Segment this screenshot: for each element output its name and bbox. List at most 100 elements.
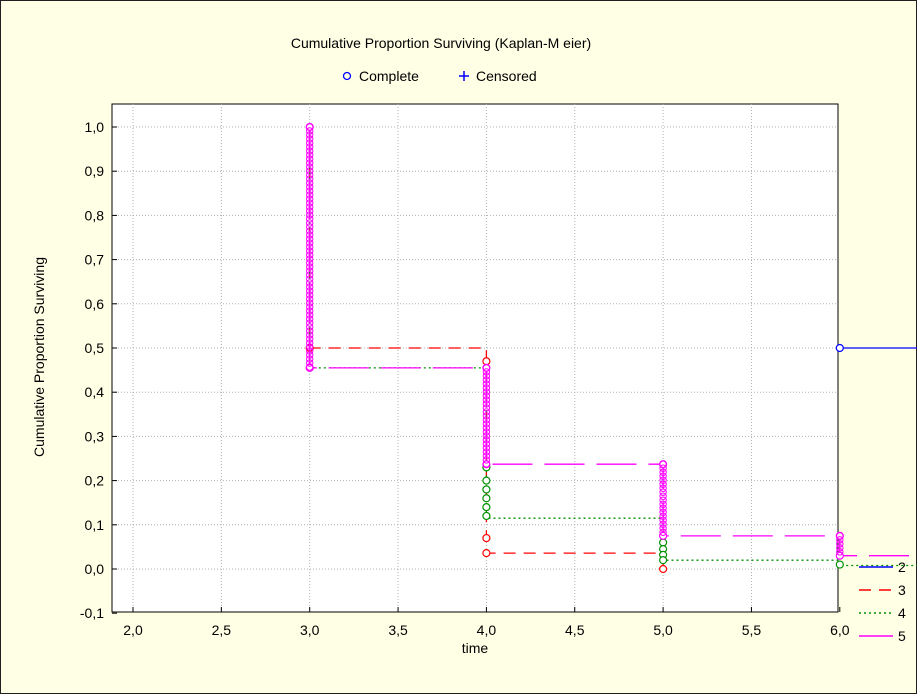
series-5-complete-marker xyxy=(306,295,314,303)
series-5-complete-marker xyxy=(482,428,491,436)
series-5-complete-marker xyxy=(835,551,844,560)
series-5-complete-marker xyxy=(306,235,314,243)
y-tick-label: 1,0 xyxy=(85,119,105,135)
series-5-complete-marker xyxy=(659,500,667,508)
series-5-legend-label: 5 xyxy=(898,628,906,644)
x-tick-label: 4,0 xyxy=(477,622,497,638)
series-5-complete-marker xyxy=(659,492,667,500)
series-5-complete-marker xyxy=(482,424,491,432)
series-5-complete-marker xyxy=(306,291,314,299)
series-5-complete-marker xyxy=(659,496,667,504)
series-5-complete-marker xyxy=(836,536,844,544)
series-5-complete-marker xyxy=(306,359,314,367)
series-4-complete-marker xyxy=(482,476,491,485)
x-tick-label: 6,0 xyxy=(830,622,850,638)
series-4-complete-marker xyxy=(482,494,491,503)
series-5-complete-marker xyxy=(306,327,314,335)
series-5-complete-marker xyxy=(306,179,314,187)
series-2-line xyxy=(839,347,917,349)
series-5-complete-marker xyxy=(306,239,314,247)
series-5-complete-marker xyxy=(306,223,314,231)
series-4-legend-label: 4 xyxy=(898,605,906,621)
series-5-complete-marker xyxy=(306,255,314,263)
complete-legend-label: Complete xyxy=(359,68,419,84)
x-tick-label: 4,5 xyxy=(565,622,585,638)
series-5-complete-marker xyxy=(306,275,314,283)
series-3-legend-label: 3 xyxy=(898,582,906,598)
series-4-complete-marker xyxy=(658,556,668,565)
series-5-complete-marker xyxy=(306,163,314,171)
series-5-complete-marker xyxy=(659,468,667,476)
series-5-complete-marker xyxy=(659,484,667,492)
series-5-complete-marker xyxy=(836,540,844,548)
series-5-complete-marker xyxy=(482,404,491,412)
series-5-complete-marker xyxy=(482,412,491,420)
y-tick-label: -0,1 xyxy=(80,605,104,621)
series-5 xyxy=(305,122,917,560)
series-5-complete-marker xyxy=(482,436,491,444)
y-tick-label: 0,8 xyxy=(85,207,105,223)
series-5-complete-marker xyxy=(659,528,667,536)
plot-area xyxy=(111,103,839,613)
x-tick-label: 2,5 xyxy=(212,622,232,638)
series-5-complete-marker xyxy=(306,167,314,175)
series-5-complete-marker xyxy=(306,183,314,191)
series-5-complete-marker xyxy=(482,444,491,452)
series-5-complete-marker xyxy=(482,432,491,440)
censored-legend-label: Censored xyxy=(476,68,537,84)
series-5-complete-marker xyxy=(836,532,844,540)
series-5-complete-marker xyxy=(306,155,314,163)
series-5-complete-marker xyxy=(306,315,314,323)
series-5-complete-marker xyxy=(482,408,491,416)
series-5-complete-marker xyxy=(482,380,491,388)
series-5-complete-marker xyxy=(306,299,314,307)
y-tick-label: 0,7 xyxy=(85,252,105,268)
series-5-complete-marker xyxy=(306,303,314,311)
series-5-complete-marker xyxy=(306,191,314,199)
series-5-complete-marker xyxy=(659,480,667,488)
series-5-complete-marker xyxy=(306,339,314,347)
series-4-complete-marker xyxy=(482,503,491,512)
series-5-complete-marker xyxy=(482,372,491,380)
series-3-complete-marker xyxy=(658,564,668,574)
series-4-complete-marker xyxy=(482,485,491,494)
series-5-complete-marker xyxy=(659,476,667,484)
complete-legend-marker xyxy=(342,71,352,81)
series-5-complete-marker xyxy=(482,364,491,372)
series-5-complete-marker xyxy=(659,472,667,480)
series-5-complete-marker xyxy=(306,203,314,211)
series-4-complete-marker xyxy=(482,511,491,521)
series-5-complete-marker xyxy=(659,460,667,468)
series-5-complete-marker xyxy=(306,131,314,139)
series-5-complete-marker xyxy=(306,319,314,327)
series-5-complete-marker xyxy=(306,351,314,359)
series-5-complete-marker xyxy=(306,283,314,291)
censored-legend-marker xyxy=(459,71,469,81)
series-5-complete-marker xyxy=(306,147,314,155)
series-5-complete-marker xyxy=(482,376,491,384)
x-tick-label: 2,0 xyxy=(123,622,143,638)
series-5-complete-marker xyxy=(659,504,667,512)
series-5-complete-marker xyxy=(482,368,491,376)
series-5-complete-marker xyxy=(306,187,314,195)
series-5-complete-marker xyxy=(306,247,314,255)
chart-title: Cumulative Proportion Surviving (Kaplan-… xyxy=(291,35,591,51)
series-5-complete-marker xyxy=(659,516,667,524)
y-tick-label: 0,3 xyxy=(85,428,105,444)
series-3-complete-marker xyxy=(482,548,491,558)
series-5-complete-marker xyxy=(306,143,314,151)
series-5-complete-marker xyxy=(482,440,491,448)
series-5-complete-marker xyxy=(482,400,491,408)
series-5-complete-marker xyxy=(306,199,314,207)
series-5-complete-marker xyxy=(306,195,314,203)
series-5-complete-marker xyxy=(482,456,491,464)
series-5-complete-marker xyxy=(306,123,314,131)
y-tick-label: 0,4 xyxy=(85,384,105,400)
series-5-complete-marker xyxy=(306,175,314,183)
series-5-complete-marker xyxy=(306,271,314,279)
x-tick-label: 3,0 xyxy=(300,622,320,638)
x-axis-label: time xyxy=(462,640,489,656)
series-5-complete-marker xyxy=(306,343,314,351)
series-5-complete-marker xyxy=(306,323,314,331)
series-layer xyxy=(305,122,917,574)
